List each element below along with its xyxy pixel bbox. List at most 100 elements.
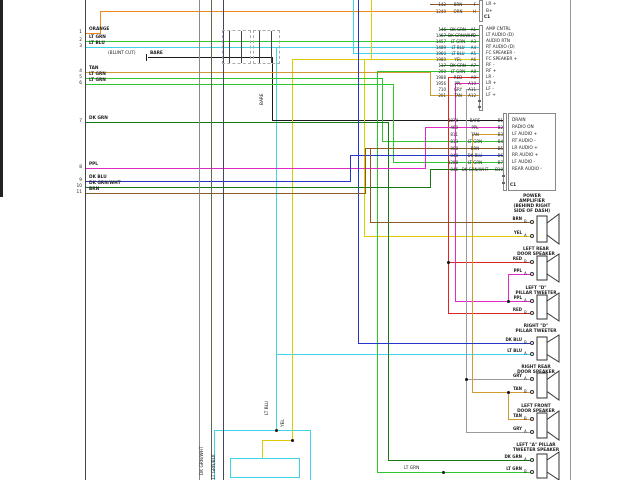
wire-color-label: RED: [512, 306, 522, 312]
wire-color-code: PPL: [471, 124, 479, 130]
connector-id: C1: [484, 14, 491, 20]
wire-color-label: GRY: [512, 372, 522, 378]
terminal-letter: B: [524, 310, 527, 315]
wire-color-label: RED: [512, 255, 522, 261]
speaker-icon: [536, 410, 560, 441]
wire-segment: [85, 84, 394, 85]
wire-segment: [85, 47, 479, 48]
wire-segment: [472, 392, 534, 393]
speaker-terminal: [530, 299, 534, 303]
wire-segment: [365, 148, 504, 149]
pin-function-label: LF AUDIO +: [512, 131, 538, 137]
pin-id: B1: [497, 117, 503, 123]
pin-id: B7: [497, 159, 503, 165]
wire-segment: [85, 122, 389, 123]
speaker-name-line: RIGHT "D": [523, 324, 549, 329]
wire-color-code: BRN: [470, 145, 480, 151]
terminal-letter: B: [524, 389, 527, 394]
speaker-terminal: [530, 272, 534, 276]
wire-segment: [353, 53, 479, 54]
pin-id: B2: [497, 124, 503, 130]
left-pin-color-label: DK BLU: [89, 174, 107, 180]
wire-segment: [440, 65, 479, 66]
terminal-letter: A: [524, 351, 527, 356]
amp-title-line: (BEHIND RIGHT: [513, 203, 551, 209]
wire-segment: [223, 0, 224, 480]
wire-segment: [358, 343, 534, 344]
connector-tick: [259, 31, 260, 63]
connector-body: [503, 113, 507, 191]
wire-segment: [382, 78, 383, 142]
pin-function-label: LF +: [486, 92, 496, 98]
wire-segment: [350, 155, 504, 156]
wire-color-label: GRY: [512, 425, 522, 431]
pin-id: A2: [470, 32, 476, 38]
wire-color-code: DK GRN/WHT: [448, 32, 475, 38]
pin-function-label: RF +: [486, 68, 497, 74]
left-pin-number: 4: [79, 69, 82, 74]
pin-id: A4: [470, 44, 476, 50]
splice-dot: [507, 300, 510, 303]
speaker-name-line: PILLAR TWEETER: [515, 329, 557, 335]
wire-segment: [455, 301, 534, 302]
wire-segment: [440, 35, 479, 36]
wire-color-label: DK GRN: [504, 453, 522, 459]
pin-id: A11: [468, 86, 476, 92]
circuit-number: 1960: [435, 50, 446, 56]
pin-function-label: RR AUDIO +: [512, 152, 539, 158]
circuit-number: 1988: [435, 74, 446, 80]
circuit-number: 710: [438, 86, 446, 92]
left-pin-color-label: TAN: [89, 65, 99, 71]
wire-color-label: YEL: [513, 229, 522, 235]
terminal-letter: A: [524, 271, 527, 276]
left-pin-number: 9: [79, 178, 82, 183]
wire-segment: [85, 0, 86, 480]
speaker-icon: [536, 334, 560, 363]
wire-segment: [148, 57, 273, 58]
pin-function-label: LF -: [486, 86, 494, 92]
speaker-name-line: LEFT REAR: [523, 247, 549, 252]
circuit-number: 846: [450, 166, 458, 172]
wire-segment: [370, 222, 534, 223]
pin-function-label: LR +: [486, 80, 497, 86]
wire-segment: [214, 430, 215, 480]
wire-segment: [85, 33, 101, 34]
wire-segment: [214, 430, 311, 431]
pin-id: A1: [470, 26, 476, 32]
pin-function-label: LF AUDIO -: [512, 159, 536, 165]
left-pin-number: 1: [79, 30, 82, 35]
speaker-terminal: [530, 458, 534, 462]
wire-color-label: DK BLU: [505, 336, 522, 342]
wire-segment: [455, 83, 479, 84]
splice-dot: [291, 439, 294, 442]
pin-id: A7: [470, 62, 476, 68]
splice-dot: [447, 261, 450, 264]
wire-color-code: ORN: [453, 8, 463, 14]
pin-function-label: RADIO ON: [512, 124, 534, 130]
wire-color-code: DK GRN: [450, 26, 466, 32]
left-pin-color-label: LT BLU: [89, 40, 105, 46]
wire-color-code: BARE: [469, 117, 481, 123]
left-pin-color-label: ORANGE: [89, 26, 110, 32]
pin-id: A5: [470, 50, 476, 56]
speaker-name-line: PILLAR TWEETER: [515, 291, 557, 297]
left-pin-number: 5: [79, 75, 82, 80]
left-pin-color-label: DK GRN/WHT: [89, 180, 121, 186]
pin-id: A9: [470, 74, 476, 80]
speaker-terminal: [530, 470, 534, 474]
left-pin-number: 6: [79, 81, 82, 86]
speaker-name-line: LEFT "A" PILLAR: [516, 443, 556, 448]
speaker-terminal: [530, 341, 534, 345]
wire-color-code: TAN: [471, 131, 479, 137]
inline-connector-box: [222, 30, 251, 64]
amp-title-line: AMPLIFIER: [519, 198, 545, 204]
wire-segment: [85, 168, 426, 169]
wire-color-code: GRY: [453, 86, 463, 92]
speaker-terminal: [530, 234, 534, 238]
wire-segment: [508, 274, 534, 275]
speaker-terminal: [530, 220, 534, 224]
speaker-name-line: LEFT "D": [525, 286, 547, 291]
wire-segment: [272, 120, 504, 121]
wire-color-code: PPL: [454, 80, 462, 86]
pin-id: A10: [468, 80, 476, 86]
